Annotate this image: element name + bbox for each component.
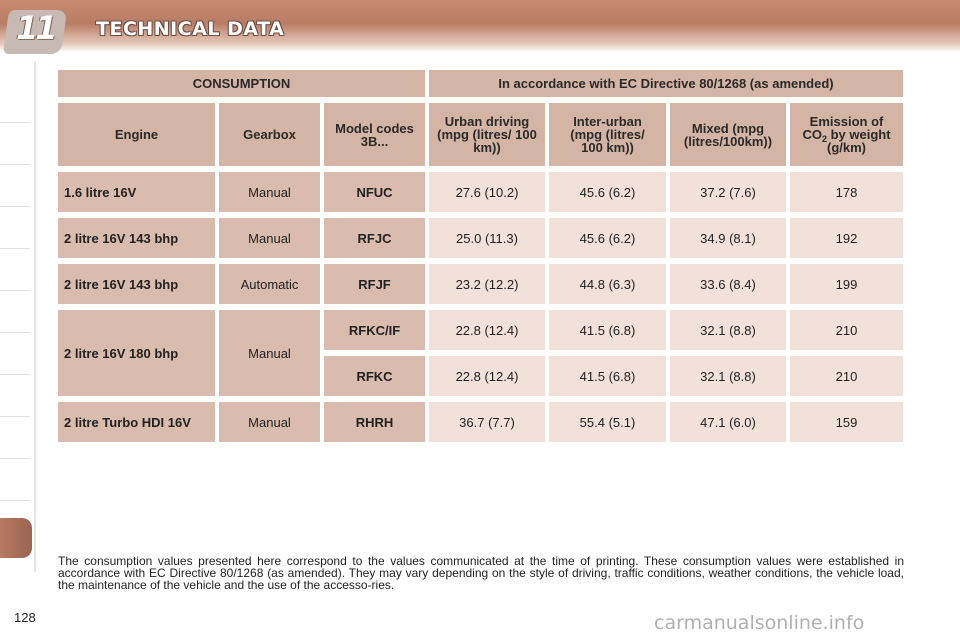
emission-cell: 210 bbox=[790, 356, 903, 396]
column-header-engine: Engine bbox=[58, 103, 215, 166]
gearbox-cell: Manual bbox=[219, 402, 320, 442]
column-header-urban: Urban driving (mpg (litres/ 100 km)) bbox=[429, 103, 545, 166]
engine-cell: 2 litre 16V 180 bhp bbox=[58, 310, 215, 396]
engine-cell: 1.6 litre 16V bbox=[58, 172, 215, 212]
mixed-cell: 32.1 (8.8) bbox=[670, 356, 786, 396]
model-code-cell: RFKC/IF bbox=[324, 310, 425, 350]
mixed-cell: 33.6 (8.4) bbox=[670, 264, 786, 304]
urban-cell: 25.0 (11.3) bbox=[429, 218, 545, 258]
column-header-model-codes: Model codes 3B... bbox=[324, 103, 425, 166]
table-row: 2 litre 16V 143 bhp Manual RFJC 25.0 (11… bbox=[58, 218, 903, 258]
mixed-cell: 37.2 (7.6) bbox=[670, 172, 786, 212]
gearbox-cell: Manual bbox=[219, 218, 320, 258]
page-title: TECHNICAL DATA bbox=[96, 18, 285, 40]
column-header-emission: Emission of CO2 by weight (g/km) bbox=[790, 103, 903, 166]
inter-urban-cell: 44.8 (6.3) bbox=[549, 264, 666, 304]
inter-urban-cell: 41.5 (6.8) bbox=[549, 310, 666, 350]
table-row: 2 litre Turbo HDI 16V Manual RHRH 36.7 (… bbox=[58, 402, 903, 442]
emission-cell: 159 bbox=[790, 402, 903, 442]
page-number: 128 bbox=[14, 610, 36, 625]
table-row-group: 2 litre 16V 180 bhp Manual bbox=[58, 310, 903, 396]
side-tab[interactable] bbox=[0, 166, 30, 207]
engine-cell: 2 litre 16V 143 bhp bbox=[58, 218, 215, 258]
mixed-cell: 32.1 (8.8) bbox=[670, 310, 786, 350]
side-tab[interactable] bbox=[0, 376, 30, 417]
column-header-gearbox: Gearbox bbox=[219, 103, 320, 166]
urban-cell: 36.7 (7.7) bbox=[429, 402, 545, 442]
watermark: carmanualsonline.info bbox=[654, 612, 865, 634]
gearbox-cell: Automatic bbox=[219, 264, 320, 304]
model-code-cell: RFKC bbox=[324, 356, 425, 396]
mixed-cell: 34.9 (8.1) bbox=[670, 218, 786, 258]
gearbox-cell: Manual bbox=[219, 172, 320, 212]
side-tab[interactable] bbox=[0, 250, 30, 291]
side-tab[interactable] bbox=[0, 460, 30, 501]
column-header-inter-urban: Inter-urban (mpg (litres/ 100 km)) bbox=[549, 103, 666, 166]
inter-urban-cell: 45.6 (6.2) bbox=[549, 172, 666, 212]
column-header-mixed: Mixed (mpg (litres/100km)) bbox=[670, 103, 786, 166]
model-code-cell: RHRH bbox=[324, 402, 425, 442]
emission-cell: 178 bbox=[790, 172, 903, 212]
side-tab-strip bbox=[0, 62, 36, 572]
footnote: The consumption values presented here co… bbox=[58, 554, 904, 592]
engine-cell: 2 litre 16V 143 bhp bbox=[58, 264, 215, 304]
model-code-cell: RFJC bbox=[324, 218, 425, 258]
table-row: 2 litre 16V 143 bhp Automatic RFJF 23.2 … bbox=[58, 264, 903, 304]
emission-cell: 210 bbox=[790, 310, 903, 350]
table-row: 1.6 litre 16V Manual NFUC 27.6 (10.2) 45… bbox=[58, 172, 903, 212]
side-tab[interactable] bbox=[0, 292, 30, 333]
side-tab[interactable] bbox=[0, 208, 30, 249]
group-header-directive: In accordance with EC Directive 80/1268 … bbox=[429, 70, 903, 97]
emission-header-text: Emission of CO2 by weight (g/km) bbox=[802, 114, 891, 155]
side-tab-active[interactable] bbox=[0, 518, 32, 558]
urban-cell: 22.8 (12.4) bbox=[429, 356, 545, 396]
model-code-cell: NFUC bbox=[324, 172, 425, 212]
inter-urban-cell: 45.6 (6.2) bbox=[549, 218, 666, 258]
inter-urban-cell: 41.5 (6.8) bbox=[549, 356, 666, 396]
mixed-cell: 47.1 (6.0) bbox=[670, 402, 786, 442]
urban-cell: 22.8 (12.4) bbox=[429, 310, 545, 350]
gearbox-cell: Manual bbox=[219, 310, 320, 396]
group-header-consumption: CONSUMPTION bbox=[58, 70, 425, 97]
side-tab[interactable] bbox=[0, 334, 30, 375]
side-tab[interactable] bbox=[0, 82, 30, 123]
table-row: RFKC/IF 22.8 (12.4) 41.5 (6.8) 32.1 (8.8… bbox=[58, 310, 903, 350]
chapter-number: 11 bbox=[16, 9, 58, 47]
table-group-header-row: CONSUMPTION In accordance with EC Direct… bbox=[58, 70, 903, 97]
urban-cell: 27.6 (10.2) bbox=[429, 172, 545, 212]
urban-cell: 23.2 (12.2) bbox=[429, 264, 545, 304]
table-column-header-row: Engine Gearbox Model codes 3B... Urban d… bbox=[58, 103, 903, 166]
side-tab[interactable] bbox=[0, 418, 30, 459]
emission-cell: 199 bbox=[790, 264, 903, 304]
model-code-cell: RFJF bbox=[324, 264, 425, 304]
header-band bbox=[0, 0, 960, 52]
inter-urban-cell: 55.4 (5.1) bbox=[549, 402, 666, 442]
side-tab[interactable] bbox=[0, 124, 30, 165]
emission-cell: 192 bbox=[790, 218, 903, 258]
engine-cell: 2 litre Turbo HDI 16V bbox=[58, 402, 215, 442]
table-row: RFKC 22.8 (12.4) 41.5 (6.8) 32.1 (8.8) 2… bbox=[58, 356, 903, 396]
